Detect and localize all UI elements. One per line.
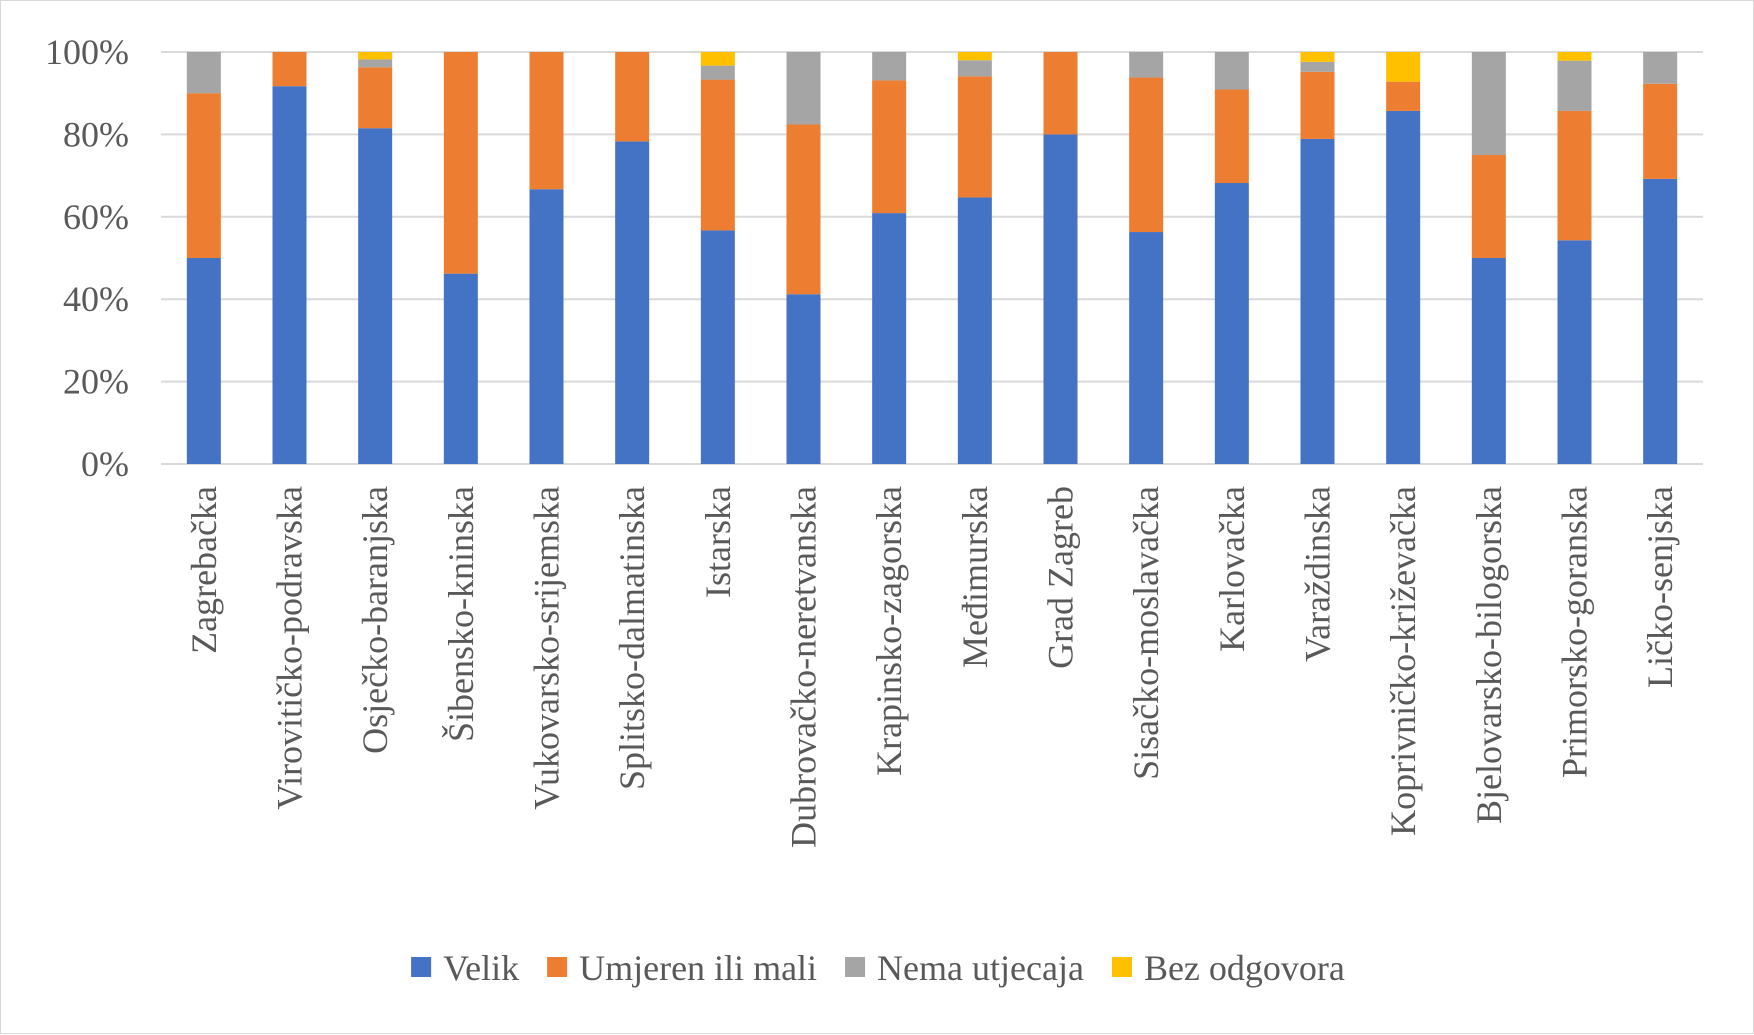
legend-swatch — [1111, 957, 1132, 977]
bar-segment — [1557, 240, 1592, 464]
x-axis-labels: Zagrebačka Virovitičko-podravska Osječko-b… — [184, 486, 1680, 848]
legend-label: Umjeren ili mali — [579, 948, 817, 988]
y-tick-label: 100% — [45, 32, 129, 72]
bar-segment — [1129, 77, 1164, 233]
y-tick-label: 80% — [63, 114, 129, 154]
bar-segment — [272, 86, 307, 465]
category-label: Karlovačka — [1212, 486, 1252, 652]
bar-segment — [700, 65, 735, 80]
category-label: Koprivničko-križevačka — [1383, 486, 1423, 836]
legend-swatch — [411, 957, 432, 977]
bar-segment — [872, 80, 907, 214]
bar-segment — [358, 128, 393, 464]
bar-segment — [1043, 52, 1078, 135]
category-label: Zagrebačka — [184, 486, 224, 654]
legend-swatch — [845, 957, 866, 977]
category-label: Varaždinska — [1298, 486, 1338, 662]
category-label: Istarska — [698, 486, 738, 598]
bar-segment — [358, 67, 393, 129]
bar-segment — [1214, 89, 1249, 184]
bar-segment — [957, 52, 992, 61]
y-axis-ticks: 0% 20% 40% 60% 80% 100% — [45, 32, 129, 484]
bar-segment — [1643, 52, 1678, 84]
category-label: Osječko-baranjska — [355, 486, 395, 754]
bar-segment — [1129, 52, 1164, 78]
bar-segment — [615, 52, 650, 142]
bar-segment — [700, 52, 735, 66]
bar-segment — [1386, 52, 1421, 82]
bar-segment — [1300, 61, 1335, 72]
y-tick-label: 40% — [63, 279, 129, 319]
legend-label: Bez odgovora — [1144, 948, 1345, 988]
bar-segment — [1300, 138, 1335, 464]
legend-swatch — [547, 957, 568, 977]
category-label: Grad Zagreb — [1041, 486, 1081, 669]
category-label: Međimurska — [955, 486, 995, 668]
bar-segment — [615, 141, 650, 465]
bar-segment — [272, 52, 307, 87]
bar-segment — [1043, 134, 1078, 464]
bar-segment — [1471, 155, 1506, 258]
bar-segment — [1471, 52, 1506, 155]
category-label: Bjelovarsko-bilogorska — [1469, 486, 1509, 824]
category-label: Ličko-senjska — [1640, 486, 1680, 688]
category-label: Dubrovačko-neretvanska — [784, 486, 824, 848]
bar-segment — [786, 124, 821, 295]
category-label: Primorsko-goranska — [1555, 486, 1595, 778]
legend: Velik Umjeren ili mali Nema utjecaja Bez od… — [411, 948, 1345, 988]
category-label: Sisačko-moslavačka — [1126, 486, 1166, 780]
legend-label: Nema utjecaja — [877, 948, 1084, 988]
bar-segment — [1300, 71, 1335, 139]
bar-segment — [700, 230, 735, 464]
bar-segment — [1643, 178, 1678, 464]
bar-segment — [1386, 81, 1421, 111]
category-label: Splitsko-dalmatinska — [612, 486, 652, 790]
bar-segment — [786, 52, 821, 125]
bar-segment — [358, 59, 393, 68]
bar-segment — [786, 294, 821, 464]
bar-segment — [443, 273, 478, 464]
bar-segment — [529, 189, 564, 465]
bar-segment — [1214, 52, 1249, 90]
bar-segment — [957, 76, 992, 198]
bar-segment — [443, 52, 478, 274]
bar-segment — [1300, 52, 1335, 62]
bar-segment — [957, 60, 992, 77]
bar-segment — [1643, 83, 1678, 179]
bar-segment — [529, 52, 564, 190]
legend-label: Velik — [443, 948, 519, 988]
y-tick-label: 0% — [81, 444, 129, 484]
category-label: Krapinsko-zagorska — [869, 486, 909, 776]
bar-segment — [186, 52, 221, 94]
bar-segment — [872, 52, 907, 81]
y-tick-label: 20% — [63, 362, 129, 402]
bar-segment — [1129, 232, 1164, 464]
bar-segment — [186, 258, 221, 464]
bar-segment — [1214, 183, 1249, 465]
category-label: Šibensko-kninska — [441, 486, 481, 742]
bar-segment — [1557, 110, 1592, 241]
y-tick-label: 60% — [63, 197, 129, 237]
bar-segment — [1386, 110, 1421, 464]
bar-segment — [186, 93, 221, 258]
category-label: Vukovarsko-srijemska — [527, 486, 567, 810]
bar-segment — [957, 197, 992, 464]
bars — [186, 52, 1678, 465]
bar-segment — [1471, 258, 1506, 464]
gridlines — [161, 51, 1703, 465]
bar-segment — [1557, 60, 1592, 111]
bar-segment — [358, 52, 393, 60]
category-label: Virovitičko-podravska — [270, 486, 310, 810]
bar-segment — [700, 79, 735, 231]
bar-segment — [1557, 52, 1592, 61]
bar-segment — [872, 213, 907, 464]
